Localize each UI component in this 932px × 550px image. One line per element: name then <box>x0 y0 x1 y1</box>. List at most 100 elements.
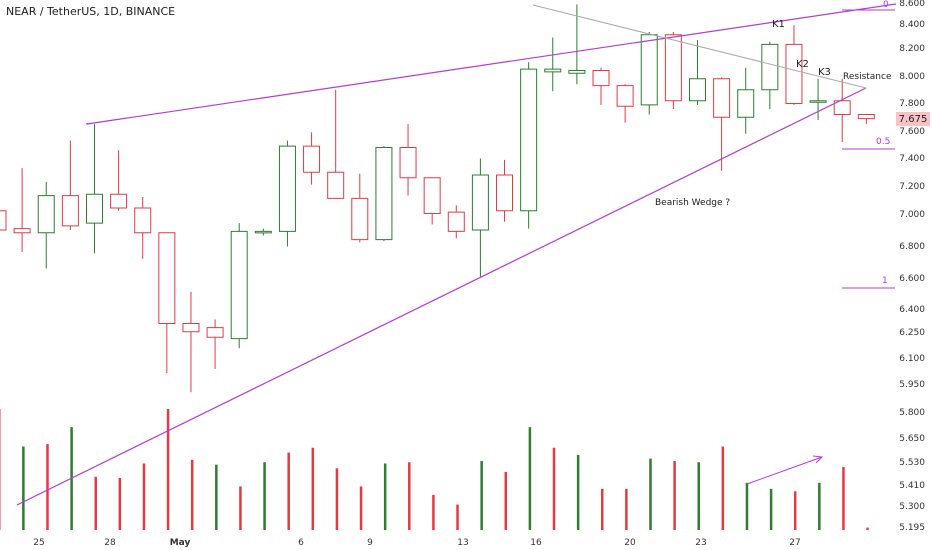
candle-body <box>833 100 851 115</box>
candle-body <box>0 210 7 231</box>
candle-body <box>303 145 321 173</box>
volume-bar <box>697 462 700 530</box>
fib-label-05: 0.5 <box>876 137 890 147</box>
candle-body <box>713 78 731 118</box>
resistance-line <box>532 4 867 89</box>
candle-body <box>688 78 706 102</box>
candle-body <box>61 195 79 227</box>
volume-bar <box>745 482 749 530</box>
y-tick-label: 5.530 <box>899 458 925 468</box>
resistance-label: Resistance <box>843 72 892 82</box>
volume-bar <box>311 447 315 530</box>
candle-body <box>857 114 875 120</box>
candle-body <box>471 174 489 231</box>
y-tick-label: 6.100 <box>899 354 925 364</box>
wedge-label: Bearish Wedge ? <box>655 198 730 208</box>
y-tick-label: 5.650 <box>899 434 925 444</box>
y-tick-label: 6.250 <box>899 328 925 338</box>
candle-body <box>568 70 586 74</box>
candle-body <box>254 230 272 234</box>
candle-body <box>496 174 514 212</box>
x-tick-label: 23 <box>695 538 706 548</box>
candle-body <box>640 34 658 106</box>
candle-body <box>158 232 176 324</box>
upper-trend-line <box>86 3 897 125</box>
x-tick-label: May <box>170 538 191 548</box>
last-price-badge <box>896 112 930 126</box>
candle-body <box>182 323 200 333</box>
candle-body <box>737 89 755 118</box>
volume-bar <box>215 464 218 530</box>
k3-label: K3 <box>818 67 831 78</box>
volume-bar <box>287 452 290 530</box>
volume-bar <box>601 488 604 530</box>
volume-bar <box>721 446 725 530</box>
volume-bar <box>22 446 25 530</box>
x-tick-label: 25 <box>33 538 44 548</box>
last-price-label: 7.675 <box>899 114 928 125</box>
candle-body <box>37 195 55 234</box>
volume-bar <box>0 409 1 530</box>
volume-bar <box>528 427 532 530</box>
y-tick-label: 5.950 <box>899 380 925 390</box>
candle-body <box>110 193 128 209</box>
candle-body <box>616 85 634 107</box>
volume-trend-arrow <box>746 456 823 485</box>
fib-label-0: 0 <box>883 0 889 10</box>
candle-body <box>134 207 152 234</box>
volume-bar <box>480 461 483 530</box>
volume-bar <box>190 459 194 530</box>
candle-body <box>85 193 103 224</box>
y-tick-label: 7.800 <box>899 99 925 109</box>
candle-body <box>206 327 224 338</box>
x-tick-label: 28 <box>104 538 116 548</box>
x-tick-label: 13 <box>457 538 468 548</box>
volume-bar <box>769 488 773 530</box>
volume-bar <box>263 462 266 530</box>
k2-label: K2 <box>796 59 809 70</box>
candle-body <box>13 228 31 234</box>
k1-label: K1 <box>772 19 785 30</box>
fib-label-1: 1 <box>882 276 888 286</box>
y-tick-label: 7.400 <box>899 154 925 164</box>
volume-bar <box>359 486 363 530</box>
y-tick-label: 8.600 <box>899 0 925 9</box>
volume-bar <box>552 447 556 530</box>
candle-body <box>327 171 345 199</box>
x-tick-label: 6 <box>298 538 304 548</box>
volume-bar <box>866 527 869 530</box>
volume-bar <box>649 458 652 530</box>
candle-body <box>520 68 538 212</box>
y-tick-label: 6.600 <box>899 274 925 284</box>
candle-body <box>351 197 369 241</box>
volume-bar <box>625 488 628 530</box>
volume-bar <box>842 467 845 530</box>
volume-bar <box>793 491 797 530</box>
volume-bar <box>504 471 508 530</box>
volume-bar <box>673 461 676 530</box>
volume-bar <box>576 454 580 530</box>
volume-bar <box>118 477 122 530</box>
candle-body <box>664 34 682 102</box>
volume-bar <box>142 463 146 530</box>
y-tick-label: 7.200 <box>899 182 925 192</box>
candle-body <box>809 100 827 103</box>
x-tick-label: 20 <box>624 538 636 548</box>
y-tick-label: 5.800 <box>899 408 925 418</box>
y-tick-label: 8.400 <box>899 20 925 30</box>
y-tick-label: 5.195 <box>899 523 925 533</box>
candle-body <box>785 43 803 104</box>
candle-body <box>544 68 562 73</box>
y-tick-label: 8.000 <box>899 72 925 82</box>
x-tick-label: 9 <box>367 538 373 548</box>
chart-title: NEAR / TetherUS, 1D, BINANCE <box>6 5 176 18</box>
y-tick-label: 8.200 <box>899 44 925 54</box>
volume-bar <box>432 494 435 530</box>
candle-body <box>230 230 248 340</box>
x-tick-label: 16 <box>530 538 542 548</box>
y-tick-label: 6.400 <box>899 305 925 315</box>
candle-body <box>278 145 296 232</box>
y-tick-label: 5.410 <box>899 481 925 491</box>
